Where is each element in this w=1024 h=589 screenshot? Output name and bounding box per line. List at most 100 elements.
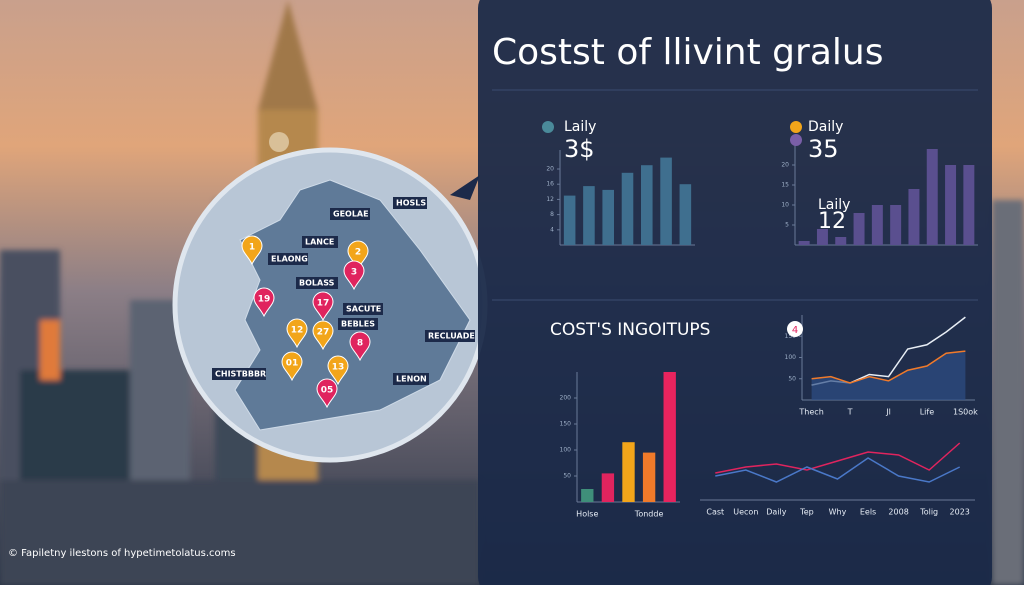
pin-marker xyxy=(241,235,263,266)
y-tick-label: 200 xyxy=(560,395,572,402)
bar xyxy=(583,186,595,245)
region-label: LENON xyxy=(396,375,427,384)
badge xyxy=(787,321,803,337)
bar xyxy=(908,189,920,245)
bar xyxy=(853,213,865,245)
legend-label: Daily xyxy=(808,119,843,135)
bar xyxy=(642,452,656,502)
bar xyxy=(871,205,883,245)
pin-marker xyxy=(253,287,275,318)
area xyxy=(811,351,966,400)
legend-swatch xyxy=(790,134,802,146)
callout xyxy=(450,175,480,200)
x-tick-label: Daily xyxy=(766,508,787,517)
x-tick-label: 2008 xyxy=(888,508,908,517)
y-tick-label: 12 xyxy=(546,196,554,203)
bar xyxy=(641,165,653,245)
legend-swatch xyxy=(542,121,554,133)
pin-label: 27 xyxy=(317,328,330,338)
bar xyxy=(816,229,828,245)
pin-label: 12 xyxy=(291,326,304,336)
x-tick-label: Jl xyxy=(885,408,891,417)
bar xyxy=(602,189,614,245)
x-tick-label: Tolig xyxy=(919,508,938,517)
x-tick-label: Holse xyxy=(576,510,598,519)
panel-title: Costst of llivint gralus xyxy=(492,32,883,73)
pin-label: 1 xyxy=(249,243,255,253)
headline: 3$ xyxy=(564,135,595,163)
legend-label: Laily xyxy=(564,119,596,135)
y-tick-label: 100 xyxy=(785,354,797,361)
x-tick-label: Why xyxy=(829,508,847,517)
pin-label: 05 xyxy=(321,386,334,396)
clock xyxy=(269,132,289,152)
y-tick-label: 150 xyxy=(560,421,572,428)
pin-label: 3 xyxy=(351,268,357,278)
y-tick-label: 20 xyxy=(546,166,554,173)
pin-marker xyxy=(327,355,349,386)
pin-label: 01 xyxy=(286,359,299,369)
pin-label: 2 xyxy=(355,248,361,258)
y-tick-label: 50 xyxy=(788,375,796,382)
caption: © Fapiletny ilestons of hypetimetolatus.… xyxy=(8,548,236,559)
region-label: CHISTBBBR xyxy=(215,370,266,379)
x-tick-label: Life xyxy=(920,408,934,417)
bar xyxy=(963,165,975,245)
x-tick-label: 2023 xyxy=(950,508,970,517)
bar xyxy=(563,195,576,245)
bar xyxy=(621,172,634,245)
bar xyxy=(679,184,692,245)
pin-marker xyxy=(286,318,308,349)
region-label: LANCE xyxy=(305,238,334,247)
headline: 12 xyxy=(818,209,846,234)
y-tick-label: 10 xyxy=(781,202,789,209)
pin-label: 17 xyxy=(317,299,330,309)
pin-label: 19 xyxy=(258,295,271,305)
bar xyxy=(622,442,635,502)
region-label: RECLUADE xyxy=(428,332,475,341)
pin-marker xyxy=(316,378,338,409)
y-tick-label: 4 xyxy=(550,226,554,233)
y-tick-label: 20 xyxy=(781,162,789,169)
x-tick-label: Thech xyxy=(798,408,823,417)
pin-label: 13 xyxy=(332,363,345,373)
legend-label: Laily xyxy=(818,197,850,213)
region-label: BEBLES xyxy=(341,320,375,329)
bar xyxy=(663,372,676,502)
x-tick-label: Tep xyxy=(799,508,814,517)
bar xyxy=(798,241,810,245)
pin-label: 8 xyxy=(357,339,363,349)
bar xyxy=(835,237,847,245)
pin-marker xyxy=(312,291,334,322)
x-tick-label: 1S0ok xyxy=(953,408,978,417)
pin-marker xyxy=(347,240,369,271)
pin-marker xyxy=(343,260,365,291)
bar xyxy=(890,205,902,245)
legend-swatch xyxy=(790,121,802,133)
bar xyxy=(601,473,615,502)
y-tick-label: 50 xyxy=(563,473,571,480)
x-tick-label: Cast xyxy=(706,508,724,517)
region-label: BOLASS xyxy=(299,279,335,288)
pin-marker xyxy=(281,351,303,382)
x-tick-label: Tondde xyxy=(634,510,664,519)
line xyxy=(715,442,961,474)
y-tick-label: 16 xyxy=(546,181,554,188)
region-label: HOSLS xyxy=(396,199,426,208)
region-label: SACUTE xyxy=(346,305,381,314)
x-tick-label: T xyxy=(847,408,853,417)
bar xyxy=(581,489,594,502)
x-tick-label: Uecon xyxy=(733,508,758,517)
y-tick-label: 5 xyxy=(785,222,789,229)
bar xyxy=(660,157,672,245)
y-tick-label: 150 xyxy=(785,333,797,340)
map-labels: GEOLAE HOSLS LANCE ELAONG BOLASS SACUTE … xyxy=(212,197,475,385)
x-tick-label: Eels xyxy=(860,508,876,517)
y-tick-label: 8 xyxy=(550,211,554,218)
region-label: ELAONG xyxy=(271,255,308,264)
region-label: GEOLAE xyxy=(333,210,369,219)
panel xyxy=(478,0,992,589)
